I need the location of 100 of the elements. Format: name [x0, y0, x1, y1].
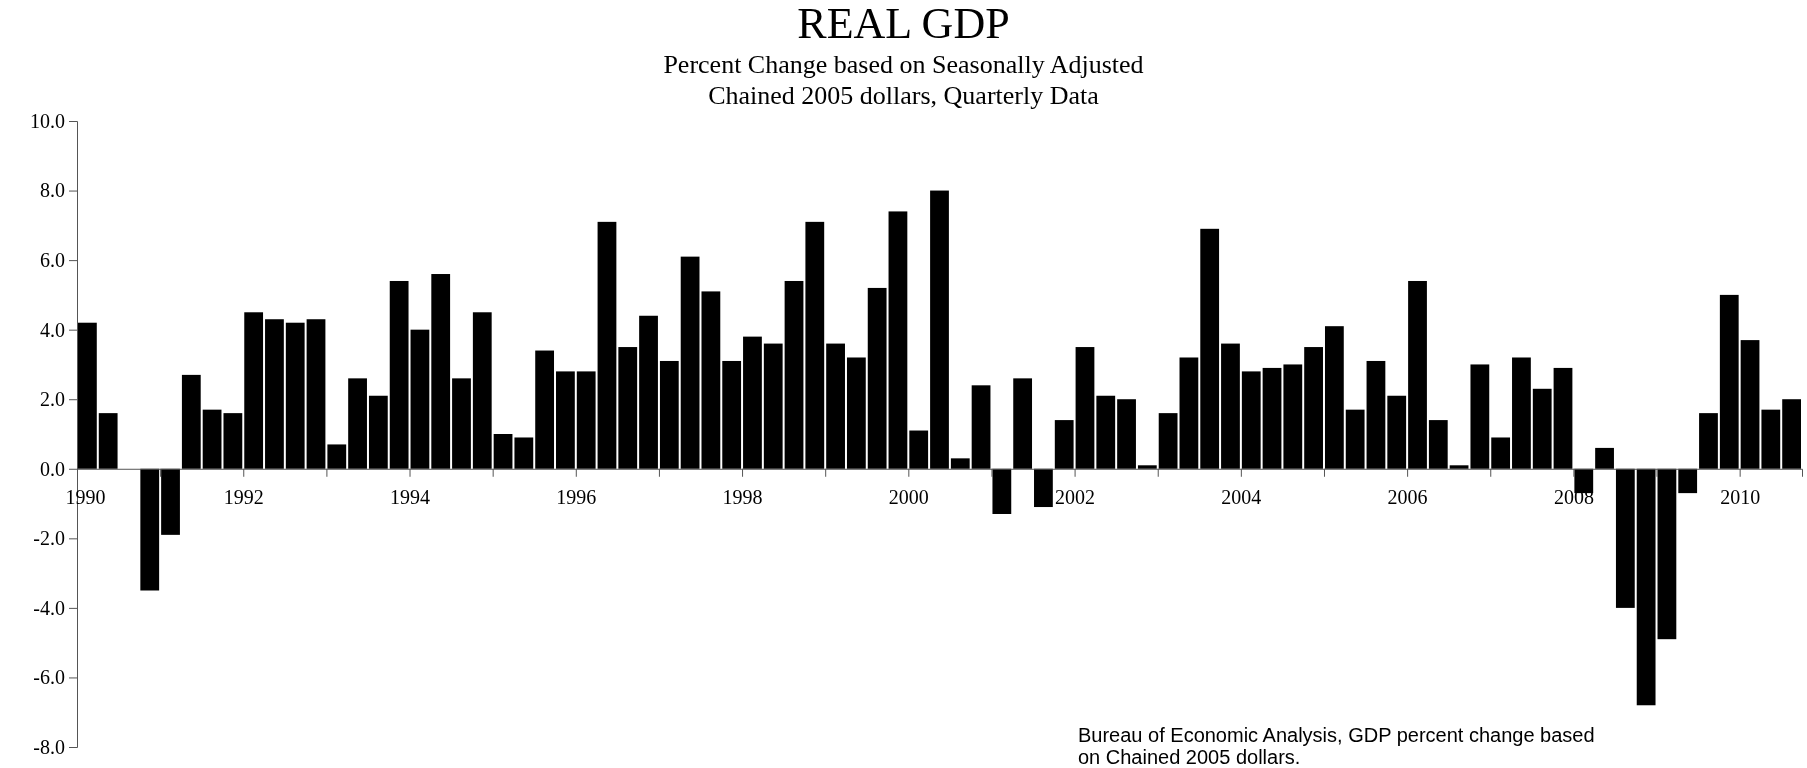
y-tick-label: -8.0 — [33, 735, 65, 758]
y-tick-label: 4.0 — [40, 318, 65, 341]
bar — [1428, 420, 1448, 469]
bar — [1657, 468, 1677, 640]
y-tick-label: 10.0 — [30, 109, 65, 132]
bar — [1699, 413, 1718, 469]
bar — [867, 287, 887, 469]
bar — [265, 319, 284, 469]
bar — [1366, 360, 1386, 469]
chart-subtitle: Percent Change based on Seasonally Adjusted Chained 2005 dollars, Quarterly Data — [663, 50, 1144, 110]
bar — [535, 350, 555, 469]
bar — [1449, 465, 1469, 469]
bar — [472, 312, 492, 469]
x-tick-label: 1994 — [390, 485, 431, 508]
y-tick-label: 8.0 — [40, 179, 65, 202]
bar — [244, 312, 264, 469]
x-tick-label: 2010 — [1720, 485, 1761, 508]
bar — [1158, 413, 1178, 469]
y-tick-label: -6.0 — [33, 666, 65, 689]
bar — [680, 256, 700, 469]
bar — [161, 468, 180, 535]
bar — [1595, 447, 1614, 469]
bar — [140, 468, 160, 591]
bar — [1054, 420, 1074, 469]
bar — [1740, 340, 1760, 469]
bar — [1532, 388, 1552, 469]
y-tick-label: 2.0 — [40, 388, 65, 411]
bar — [1221, 343, 1240, 469]
bar — [743, 336, 762, 469]
bar — [722, 360, 742, 469]
bar — [181, 374, 201, 469]
bar — [1491, 437, 1511, 469]
bar — [1262, 367, 1282, 469]
x-tick-label: 1998 — [722, 485, 763, 508]
bar — [846, 357, 866, 469]
bar — [701, 291, 721, 469]
x-tick-label: 2000 — [888, 485, 929, 508]
bar — [1782, 399, 1801, 469]
bar — [618, 347, 638, 469]
bar — [327, 444, 347, 469]
bar — [1200, 228, 1220, 469]
bar — [1345, 409, 1365, 469]
y-tick-label: -2.0 — [33, 527, 65, 550]
bar — [1470, 364, 1490, 469]
bar — [1387, 395, 1407, 469]
y-tick-label: 0.0 — [40, 457, 65, 480]
bar — [597, 221, 617, 469]
chart-title: REAL GDP — [797, 0, 1010, 48]
annotation: Bureau of Economic Analysis, GDP percent change based on Chained 2005 dollars. — [1078, 724, 1595, 768]
bar — [1034, 468, 1053, 508]
y-tick-label: -4.0 — [33, 596, 65, 619]
bar — [1553, 367, 1573, 469]
x-tick-label: 2002 — [1055, 485, 1096, 508]
bar — [493, 434, 513, 469]
bar — [1719, 294, 1739, 469]
bar — [223, 413, 243, 469]
bar — [202, 409, 222, 469]
bar — [639, 315, 658, 469]
bar — [410, 329, 430, 469]
bar — [992, 468, 1012, 514]
bar — [348, 378, 367, 469]
bar — [1408, 280, 1427, 469]
bar — [576, 371, 596, 469]
bar — [1283, 364, 1303, 469]
bar — [784, 280, 804, 469]
bar — [1096, 395, 1116, 469]
bar — [1761, 409, 1781, 469]
bar — [888, 211, 908, 469]
bar — [452, 378, 471, 469]
bar — [78, 322, 97, 469]
bar — [285, 322, 305, 469]
x-tick-label: 1992 — [223, 485, 264, 508]
bar — [389, 280, 409, 469]
bar — [1324, 326, 1344, 469]
bar — [1179, 357, 1199, 469]
bar — [1304, 347, 1323, 469]
bar — [909, 430, 929, 469]
y-tick-label: 6.0 — [40, 249, 65, 272]
x-tick-label: 2006 — [1387, 485, 1428, 508]
bar — [306, 319, 326, 469]
bar — [805, 221, 825, 469]
bar — [1615, 468, 1635, 608]
bar — [98, 413, 118, 469]
x-tick-label: 1996 — [556, 485, 597, 508]
bar — [1678, 468, 1698, 494]
bar — [368, 395, 388, 469]
bar — [1117, 399, 1136, 469]
bar — [930, 190, 949, 469]
bar — [659, 360, 679, 469]
bar — [1013, 378, 1033, 469]
bar — [514, 437, 534, 469]
bar — [1636, 468, 1656, 706]
x-tick-label: 2004 — [1221, 485, 1262, 508]
bar — [431, 274, 451, 469]
bar — [1512, 357, 1531, 469]
bar — [556, 371, 575, 469]
bar — [1241, 371, 1261, 469]
bar — [971, 385, 991, 469]
bar — [1075, 347, 1095, 469]
bar — [826, 343, 845, 469]
